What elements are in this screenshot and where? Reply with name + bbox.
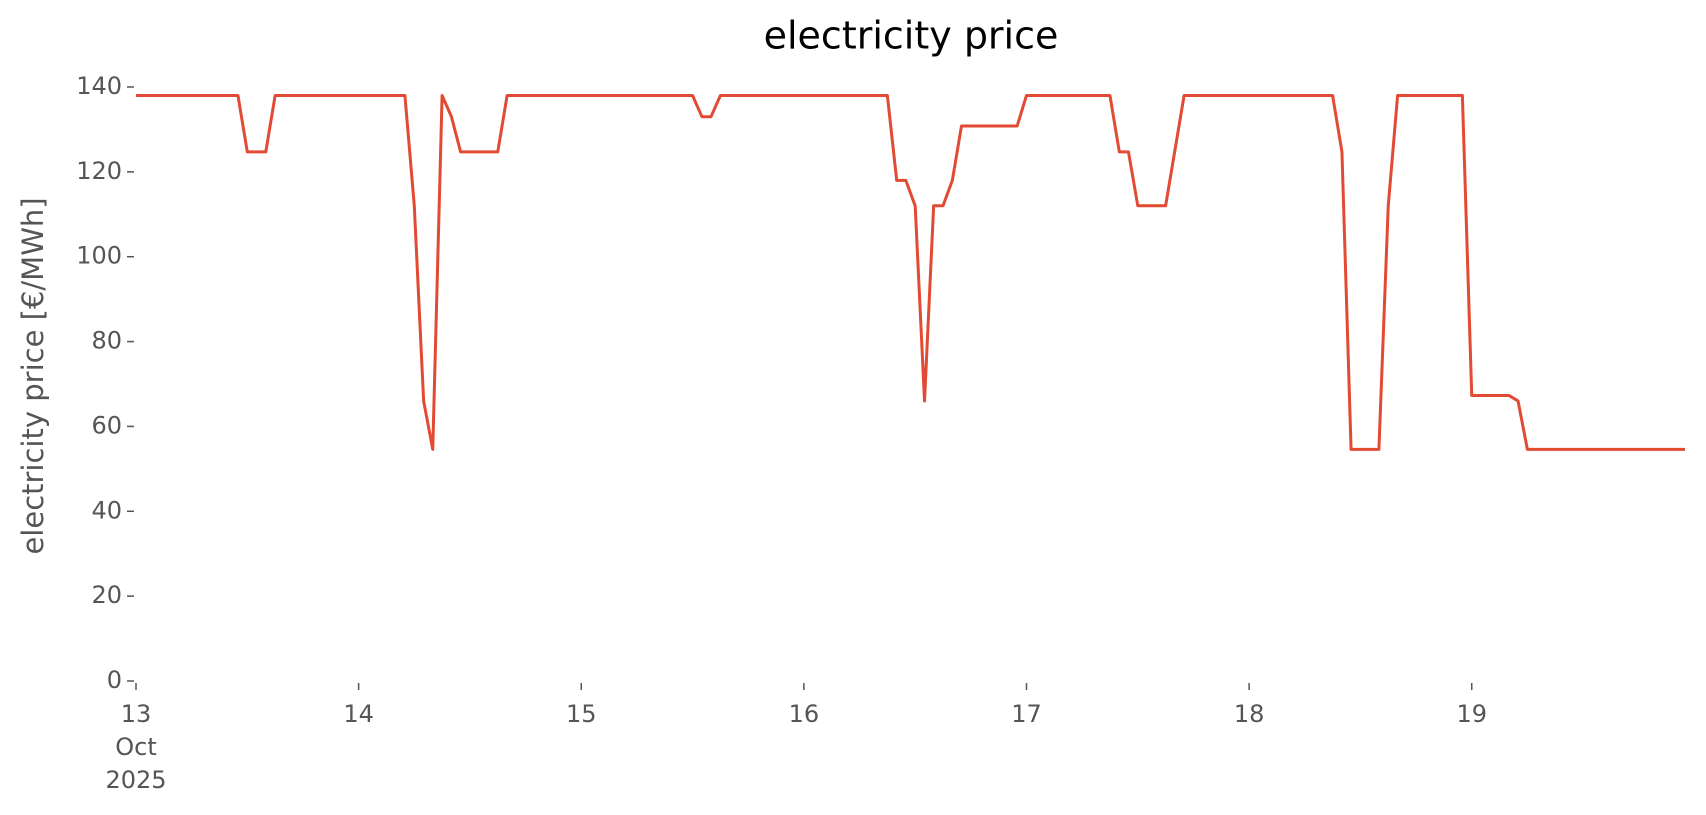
chart-title: electricity price <box>764 14 1059 58</box>
x-tick-label: 15 <box>566 700 597 728</box>
y-axis-label: electricity price [€/MWh] <box>16 197 50 554</box>
y-tick-label: 100 <box>76 242 122 270</box>
x-tick-label: 13 Oct 2025 <box>105 700 166 794</box>
x-tick-label: 14 <box>343 700 374 728</box>
x-tick-label: 17 <box>1011 700 1042 728</box>
x-tick-label: 16 <box>789 700 820 728</box>
x-tick-label: 18 <box>1234 700 1265 728</box>
y-tick-label: 40 <box>91 496 122 524</box>
x-tick-label: 19 <box>1456 700 1487 728</box>
y-tick-label: 20 <box>91 581 122 609</box>
price-line <box>136 93 1685 451</box>
y-tick-label: 80 <box>91 327 122 355</box>
y-tick-label: 120 <box>76 157 122 185</box>
y-tick-label: 60 <box>91 411 122 439</box>
y-tick-label: 0 <box>107 666 122 694</box>
y-tick-label: 140 <box>76 72 122 100</box>
